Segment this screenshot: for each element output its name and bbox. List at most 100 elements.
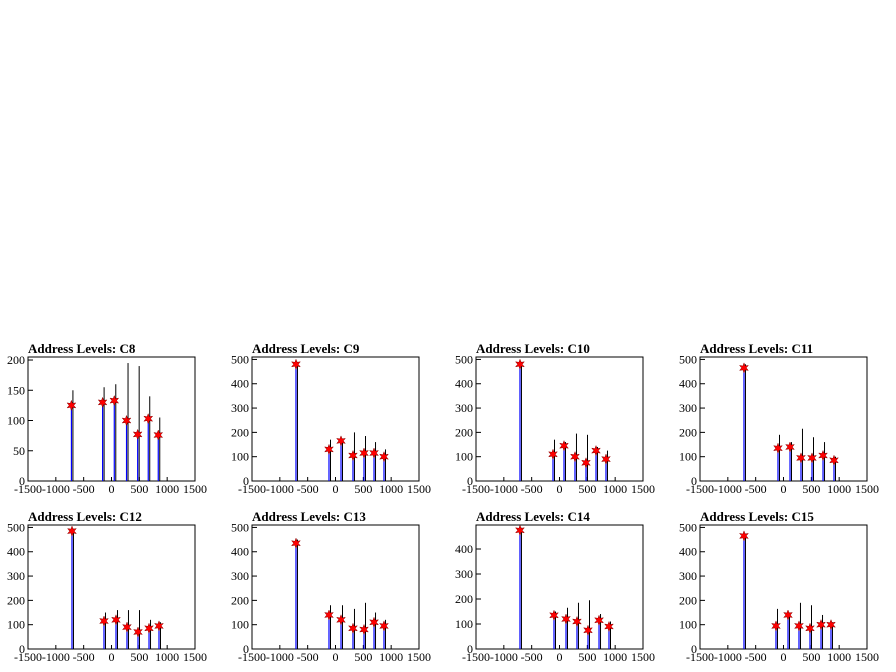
y-tick-label: 100 [455, 617, 473, 631]
peak-marker [793, 620, 804, 632]
y-tick-label: 200 [7, 593, 25, 607]
x-tick-label: 500 [354, 650, 372, 664]
peak-marker [290, 537, 301, 549]
x-tick-label: -1500 [686, 650, 714, 664]
peak-marker [818, 449, 829, 462]
peak-marker [829, 454, 839, 467]
peak-marker [121, 414, 132, 427]
y-tick-label: 100 [455, 450, 473, 464]
peak-marker [121, 621, 132, 633]
x-tick-label: -1500 [462, 650, 490, 664]
x-tick-label: 1000 [155, 650, 179, 664]
x-tick-label: 1500 [183, 482, 207, 496]
peak-marker [771, 620, 781, 632]
peak-marker [738, 362, 749, 374]
y-tick-label: 300 [455, 567, 473, 581]
frame [27, 524, 196, 650]
x-tick-label: -1000 [490, 482, 518, 496]
y-tick-label: 300 [231, 401, 249, 415]
peak-marker [347, 449, 358, 462]
chart-title: Address Levels: C9 [252, 341, 360, 356]
x-tick-label: -500 [521, 482, 543, 496]
y-tick-label: 50 [13, 444, 25, 458]
peak-marker [369, 616, 380, 629]
peak-marker [347, 622, 358, 635]
y-tick-label: 300 [679, 569, 697, 583]
x-tick-label: -1000 [490, 650, 518, 664]
x-tick-label: 1000 [379, 650, 403, 664]
x-tick-label: 1500 [855, 650, 879, 664]
y-tick-label: 0 [19, 474, 25, 488]
y-tick-label: 400 [231, 545, 249, 559]
y-tick-label: 400 [231, 377, 249, 391]
peak-marker [66, 399, 77, 412]
x-tick-label: 1000 [155, 482, 179, 496]
y-tick-label: 200 [231, 425, 249, 439]
y-tick-label: 200 [679, 593, 697, 607]
peak-marker [569, 450, 580, 463]
x-tick-label: 0 [557, 650, 563, 664]
peak-marker [369, 447, 380, 459]
y-tick-label: 0 [467, 474, 473, 488]
chart-title: Address Levels: C15 [700, 509, 814, 524]
peak-marker [97, 396, 108, 409]
frame [699, 356, 868, 482]
x-tick-label: 1500 [407, 482, 431, 496]
y-tick-label: 300 [7, 569, 25, 583]
peak-marker [514, 524, 525, 537]
x-tick-label: -500 [73, 650, 95, 664]
peak-marker [549, 609, 559, 622]
y-tick-label: 200 [455, 592, 473, 606]
chart-title: Address Levels: C10 [476, 341, 590, 356]
peak-marker [99, 615, 109, 627]
x-tick-label: 0 [109, 482, 115, 496]
peak-marker [132, 428, 143, 441]
y-tick-label: 100 [7, 414, 25, 428]
y-tick-label: 0 [467, 642, 473, 656]
peak-marker [548, 448, 558, 461]
peak-marker [379, 620, 389, 632]
y-tick-label: 500 [231, 352, 249, 366]
frame [251, 524, 420, 650]
peak-marker [591, 444, 601, 457]
peak-marker [816, 618, 826, 631]
peak-marker [807, 452, 817, 464]
frame [475, 356, 644, 482]
x-tick-label: 500 [578, 482, 596, 496]
x-tick-label: 1000 [827, 482, 851, 496]
x-tick-label: -500 [297, 482, 319, 496]
peak-marker [583, 624, 593, 637]
chart-title: Address Levels: C11 [700, 341, 813, 356]
y-tick-label: 150 [7, 383, 25, 397]
x-tick-label: -1500 [462, 482, 490, 496]
y-tick-label: 100 [231, 618, 249, 632]
frame [251, 356, 420, 482]
peak-marker [826, 618, 836, 631]
y-tick-label: 400 [7, 545, 25, 559]
peak-marker [773, 442, 783, 454]
peak-marker [109, 394, 120, 407]
x-tick-label: 1000 [827, 650, 851, 664]
x-tick-label: -500 [297, 650, 319, 664]
y-tick-label: 400 [679, 377, 697, 391]
y-tick-label: 500 [231, 520, 249, 534]
x-tick-label: 1500 [183, 650, 207, 664]
peak-marker [783, 609, 793, 621]
x-tick-label: -500 [521, 650, 543, 664]
y-tick-label: 300 [231, 569, 249, 583]
x-tick-label: 500 [578, 650, 596, 664]
x-tick-label: 500 [354, 482, 372, 496]
x-tick-label: -1500 [14, 650, 42, 664]
peak-marker [324, 443, 334, 456]
x-tick-label: 1000 [379, 482, 403, 496]
peak-marker [559, 439, 569, 452]
x-tick-label: -1000 [714, 650, 742, 664]
x-tick-label: 500 [802, 482, 820, 496]
x-tick-label: -1000 [42, 482, 70, 496]
x-tick-label: -1000 [714, 482, 742, 496]
x-tick-label: 0 [333, 650, 339, 664]
peak-marker [805, 622, 815, 635]
peak-marker [581, 457, 591, 469]
y-tick-label: 0 [19, 642, 25, 656]
y-tick-label: 0 [243, 642, 249, 656]
